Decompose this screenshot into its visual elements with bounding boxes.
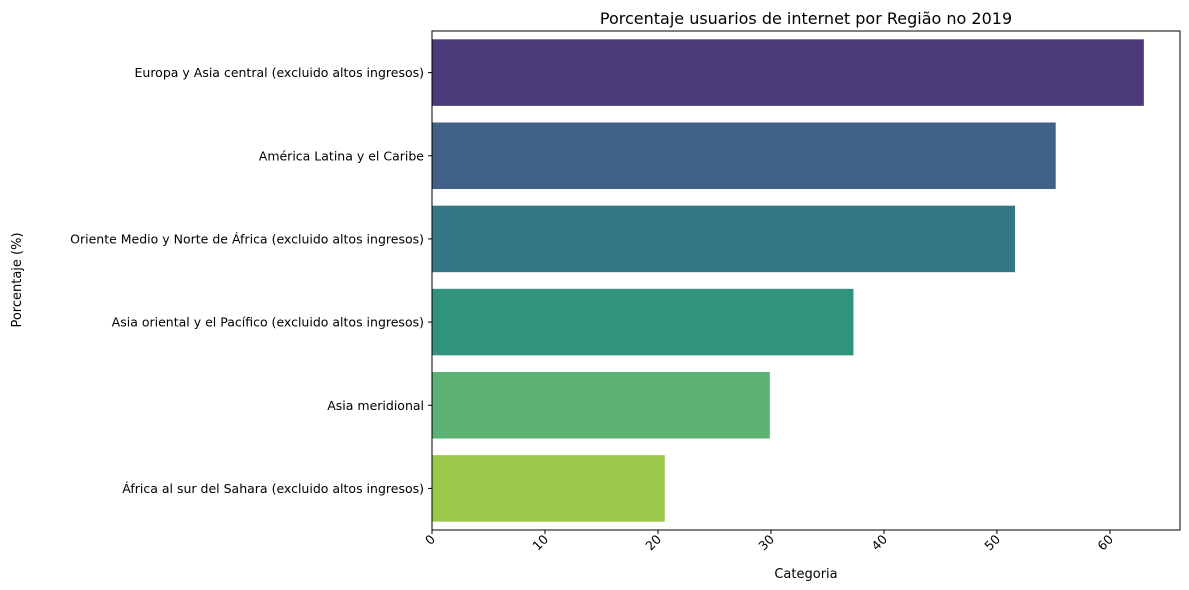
x-tick-labels: 0 10 20 30 40 50 60: [422, 530, 1116, 553]
x-tick-label: 30: [755, 531, 777, 553]
chart-title: Porcentaje usuarios de internet por Regi…: [600, 9, 1012, 28]
x-tick-label: 60: [1094, 531, 1116, 553]
y-tick-label: Europa y Asia central (excluido altos in…: [135, 65, 425, 80]
y-tick-label: América Latina y el Caribe: [259, 148, 425, 163]
y-axis-label: Porcentaje (%): [10, 232, 25, 327]
plot-area: [432, 39, 1144, 522]
x-axis-label: Categoria: [774, 567, 837, 582]
bar: [432, 122, 1056, 190]
y-tick-label: África al sur del Sahara (excluido altos…: [122, 481, 424, 496]
y-tick-label: Asia meridional: [327, 398, 424, 413]
bar: [432, 288, 854, 356]
x-tick-label: 40: [868, 531, 890, 553]
y-tick-label: Asia oriental y el Pacífico (excluido al…: [112, 315, 424, 330]
x-tick-label: 50: [981, 531, 1003, 553]
x-tick-label: 10: [529, 531, 551, 553]
x-tick-label: 0: [422, 531, 438, 547]
bar: [432, 371, 770, 439]
plot-frame: [431, 30, 1181, 531]
x-tick-label: 20: [642, 531, 664, 553]
bar: [432, 205, 1016, 273]
bar: [432, 39, 1144, 106]
y-tick-label: Oriente Medio y Norte de África (excluid…: [70, 231, 424, 246]
y-tick-labels: Europa y Asia central (excluido altos in…: [70, 65, 432, 496]
bar: [432, 455, 665, 522]
